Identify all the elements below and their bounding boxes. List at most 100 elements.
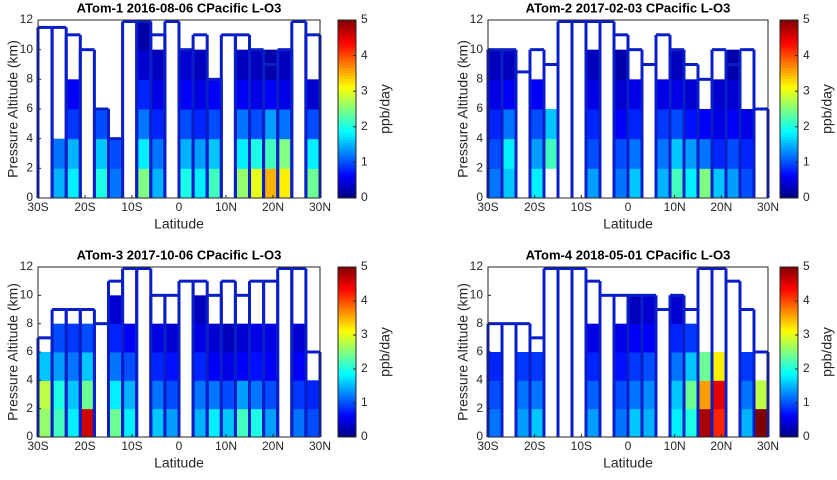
heat-cell [628,408,643,438]
colorbar-step [780,407,798,411]
heat-cell [586,109,601,140]
heat-cell [150,380,166,410]
colorbar-step [780,296,798,300]
y-tick-label: 4 [476,373,483,387]
heat-cell [122,408,138,438]
heat-cell [179,79,194,110]
colorbar-step [338,56,356,60]
y-tick-label: 10 [470,42,484,56]
heat-cell [150,79,166,110]
colorbar-step [780,53,798,57]
colorbar-step [780,325,798,329]
heat-cell [684,323,699,353]
colorbar-tick-label: 3 [803,83,810,97]
heat-cell [52,408,67,438]
y-tick-label: 0 [26,190,33,204]
heat-cell [150,138,166,169]
colorbar-step [338,426,356,430]
colorbar-step [338,274,356,279]
heat-cell [305,380,321,410]
heat-cell [502,138,517,169]
heat-cell [628,168,643,199]
y-tick-label: 12 [470,259,484,273]
heat-cell [530,352,545,381]
colorbar-step [338,150,356,154]
colorbar-step [780,373,798,377]
heat-cell [277,109,293,140]
colorbar-step [338,309,356,313]
colorbar-step [780,109,798,113]
x-axis-label: Latitude [154,216,204,232]
colorbar-step [338,170,356,174]
heat-cell [754,408,769,438]
x-tick-label: 10S [121,439,142,453]
y-tick-label: 12 [20,259,34,273]
colorbar-step [780,83,798,88]
colorbar-step [338,92,356,96]
colorbar-step [780,333,798,337]
colorbar-step [780,134,798,138]
colorbar-step [780,423,798,427]
colorbar-step [338,346,356,350]
colorbar-step [780,269,798,273]
heat-cell [249,138,265,169]
colorbar-step [338,352,356,356]
colorbar-step [780,277,798,281]
colorbar-step [780,309,798,313]
heat-cell [193,138,208,169]
colorbar-step [338,192,356,196]
heat-cell [193,323,208,353]
colorbar-tick-label: 5 [803,259,810,273]
heat-cell [52,352,67,381]
heat-cell [249,49,265,80]
colorbar-step [338,267,356,271]
colorbar-step [338,418,356,422]
colorbar-step [780,181,798,185]
colorbar-step [338,167,356,171]
colorbar-step [780,328,798,332]
heat-cell [670,295,685,325]
y-tick-label: 2 [26,161,33,175]
x-tick-label: 20S [74,200,95,214]
colorbar-step [780,184,798,188]
colorbar-step [780,367,798,372]
heat-cell [684,352,699,381]
x-tick-label: 30N [757,439,779,453]
colorbar-step [780,346,798,350]
colorbar-step [338,139,356,143]
heat-cell [656,168,671,199]
y-tick-label: 0 [476,429,483,443]
heat-cell [52,323,67,353]
colorbar-step [338,159,356,163]
colorbar-step [780,391,798,395]
heat-cell [726,109,741,140]
colorbar-step [780,106,798,110]
colorbar-step [780,164,798,168]
colorbar-step [338,301,356,305]
colorbar-step [780,39,798,43]
colorbar-step [338,296,356,300]
colorbar-step [338,383,356,388]
heat-cell [488,352,503,381]
heat-cell [698,109,713,140]
colorbar-step [338,61,356,65]
heat-cell [712,138,727,169]
colorbar-step [780,97,798,102]
colorbar-step [780,81,798,85]
heat-cell [179,49,194,80]
colorbar-step [780,280,798,284]
heat-cell [235,323,250,353]
heat-cell [277,49,293,80]
colorbar-step [338,338,356,342]
heat-cell [150,352,166,381]
colorbar-step [338,375,356,380]
colorbar-step [780,282,798,287]
heat-cell [263,352,279,381]
heat-cell [80,323,95,353]
y-tick-label: 10 [20,288,34,302]
y-tick-label: 2 [26,401,33,415]
colorbar-step [780,189,798,193]
heat-cell [642,408,657,438]
heat-cell [150,168,166,199]
colorbar-step [780,429,798,433]
